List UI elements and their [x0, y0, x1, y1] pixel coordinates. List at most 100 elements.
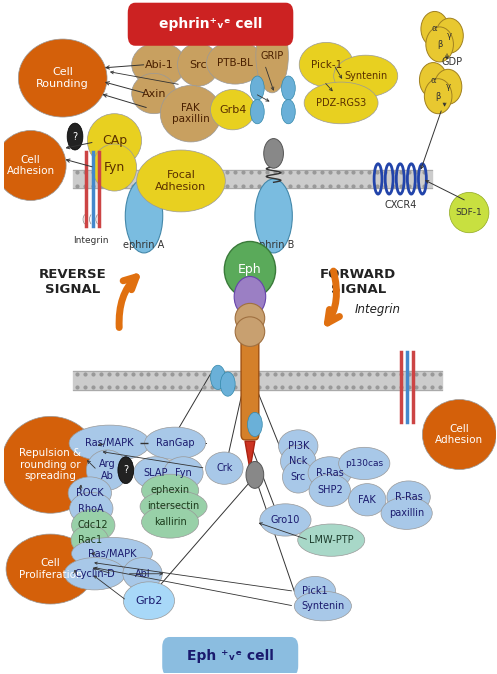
Ellipse shape — [250, 76, 264, 100]
Ellipse shape — [333, 55, 398, 97]
Ellipse shape — [234, 276, 266, 317]
Text: Crk: Crk — [216, 463, 233, 473]
Ellipse shape — [6, 534, 95, 604]
Text: CAp: CAp — [102, 134, 127, 147]
Ellipse shape — [348, 484, 386, 516]
Ellipse shape — [304, 82, 378, 124]
Ellipse shape — [224, 241, 275, 298]
Text: β: β — [435, 92, 441, 100]
Text: CXCR4: CXCR4 — [384, 200, 416, 210]
Ellipse shape — [338, 448, 390, 480]
Text: α: α — [432, 24, 437, 34]
Ellipse shape — [72, 537, 153, 570]
Text: ephrin A: ephrin A — [123, 239, 165, 249]
Ellipse shape — [299, 42, 353, 87]
Text: paxillin: paxillin — [389, 508, 424, 518]
Text: Cell
Rounding: Cell Rounding — [36, 67, 89, 89]
Text: Eph: Eph — [238, 264, 262, 276]
Ellipse shape — [246, 462, 264, 489]
Ellipse shape — [387, 481, 430, 513]
Ellipse shape — [137, 150, 225, 212]
Text: PDZ-RGS3: PDZ-RGS3 — [316, 98, 366, 108]
Ellipse shape — [436, 18, 463, 53]
Ellipse shape — [64, 557, 125, 590]
Ellipse shape — [298, 524, 365, 556]
Ellipse shape — [294, 576, 335, 606]
Ellipse shape — [248, 412, 262, 437]
Text: SHP2: SHP2 — [317, 485, 342, 495]
Text: ephrin B: ephrin B — [253, 239, 294, 249]
Text: Cell
Adhesion: Cell Adhesion — [435, 424, 484, 446]
Ellipse shape — [421, 11, 448, 47]
Ellipse shape — [92, 144, 137, 191]
Text: PI3K: PI3K — [288, 441, 309, 451]
Ellipse shape — [125, 179, 163, 253]
Text: REVERSE
SIGNAL: REVERSE SIGNAL — [39, 268, 106, 297]
Text: p130cas: p130cas — [345, 459, 383, 468]
Text: ?: ? — [123, 465, 128, 475]
FancyBboxPatch shape — [162, 637, 298, 674]
Ellipse shape — [134, 457, 177, 489]
Text: FAK: FAK — [358, 495, 376, 505]
Ellipse shape — [281, 76, 295, 100]
Text: PTB-BL: PTB-BL — [217, 57, 253, 67]
Text: Fyn: Fyn — [104, 161, 125, 174]
Text: Cyclin-D: Cyclin-D — [75, 569, 115, 579]
Text: ephrin⁺ᵥᵉ cell: ephrin⁺ᵥᵉ cell — [159, 18, 262, 31]
Text: β: β — [437, 40, 442, 49]
Ellipse shape — [309, 474, 350, 506]
Ellipse shape — [434, 69, 462, 104]
Ellipse shape — [419, 63, 447, 98]
Text: R-Ras: R-Ras — [395, 492, 422, 502]
Ellipse shape — [206, 452, 243, 485]
Ellipse shape — [140, 491, 207, 522]
Text: R-Ras: R-Ras — [316, 468, 343, 478]
Ellipse shape — [207, 41, 264, 84]
Ellipse shape — [69, 425, 150, 462]
Ellipse shape — [0, 131, 66, 200]
Ellipse shape — [68, 477, 111, 509]
Text: ?: ? — [73, 131, 78, 142]
Ellipse shape — [160, 86, 221, 142]
Ellipse shape — [142, 474, 199, 506]
Text: Integrin: Integrin — [355, 303, 401, 317]
Text: Nck: Nck — [289, 456, 308, 466]
Ellipse shape — [260, 503, 311, 536]
FancyBboxPatch shape — [128, 3, 293, 46]
Ellipse shape — [145, 427, 206, 460]
Ellipse shape — [422, 400, 497, 470]
Text: Ras/MAPK: Ras/MAPK — [85, 438, 134, 448]
Text: Abi-1: Abi-1 — [145, 59, 173, 69]
Ellipse shape — [18, 39, 107, 117]
Text: LMW-PTP: LMW-PTP — [309, 535, 353, 545]
Text: FAK
paxillin: FAK paxillin — [172, 103, 210, 125]
Text: Rac1: Rac1 — [78, 535, 102, 545]
Text: Grb2: Grb2 — [135, 596, 163, 606]
Ellipse shape — [449, 192, 489, 233]
Text: kallirin: kallirin — [154, 517, 186, 527]
Ellipse shape — [211, 90, 255, 130]
Ellipse shape — [142, 506, 199, 538]
Text: Cdc12: Cdc12 — [78, 520, 108, 530]
Ellipse shape — [282, 461, 314, 493]
Text: Arg
Ab: Arg Ab — [99, 460, 115, 481]
Ellipse shape — [235, 303, 265, 333]
Ellipse shape — [164, 457, 203, 489]
Text: RanGap: RanGap — [156, 438, 194, 448]
FancyBboxPatch shape — [241, 332, 259, 440]
Text: α: α — [430, 75, 436, 84]
Text: Grb4: Grb4 — [219, 104, 247, 115]
Polygon shape — [245, 441, 255, 470]
Ellipse shape — [211, 365, 225, 390]
Ellipse shape — [71, 525, 108, 555]
Text: SLAP: SLAP — [143, 468, 167, 478]
Text: Src: Src — [291, 472, 306, 482]
Ellipse shape — [281, 100, 295, 124]
Ellipse shape — [67, 123, 83, 150]
Text: Fyn: Fyn — [175, 468, 192, 478]
Text: Src: Src — [189, 59, 207, 69]
Text: Focal
Adhesion: Focal Adhesion — [156, 170, 207, 192]
Text: intersectin: intersectin — [148, 501, 200, 512]
Ellipse shape — [308, 457, 351, 489]
Ellipse shape — [123, 582, 174, 619]
